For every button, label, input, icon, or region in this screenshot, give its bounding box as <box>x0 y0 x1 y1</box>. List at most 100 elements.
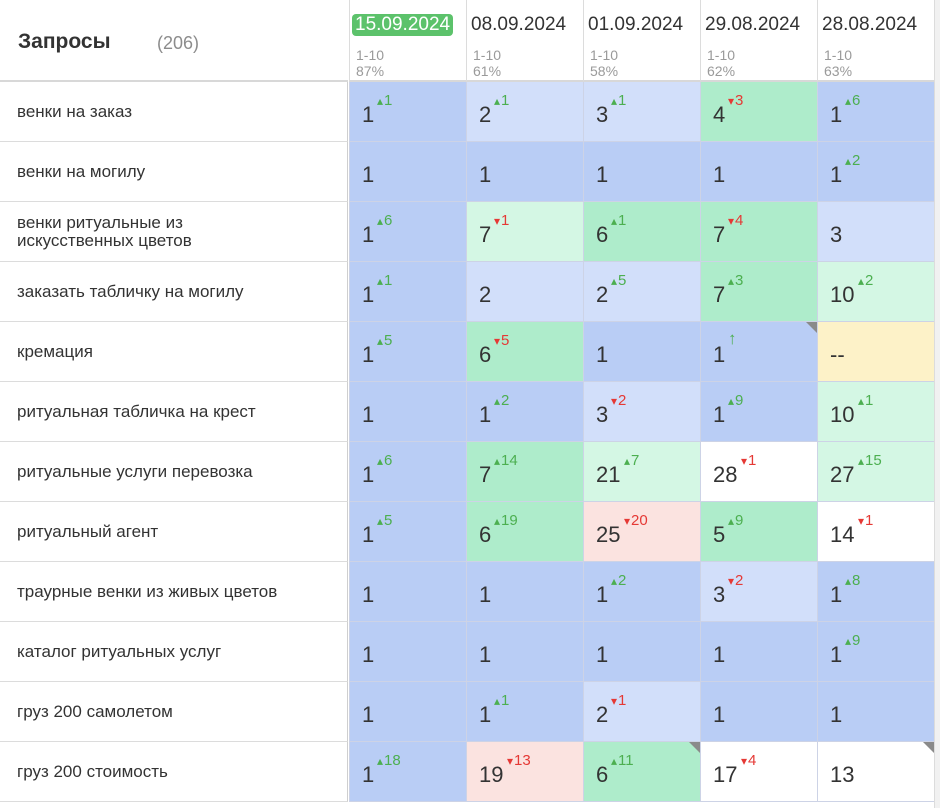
position-cell[interactable]: 17 ▾4 <box>700 742 817 802</box>
arrow-up-icon: ▴ <box>858 454 865 468</box>
position-cell[interactable]: 1 <box>349 382 466 442</box>
position-cell[interactable]: -- <box>817 322 934 382</box>
position-cell[interactable]: 6 ▾5 <box>466 322 583 382</box>
position-cell[interactable]: 1 ▴1 <box>349 82 466 142</box>
position-cell[interactable]: 19 ▾13 <box>466 742 583 802</box>
query-cell[interactable]: груз 200 самолетом <box>0 682 348 742</box>
position-value: -- <box>830 342 845 367</box>
position-cell[interactable]: 4 ▾3 <box>700 82 817 142</box>
position-cell[interactable]: 2 <box>466 262 583 322</box>
position-cell[interactable]: 1 ▴2 <box>583 562 700 622</box>
position-cell[interactable]: 6 ▴1 <box>583 202 700 262</box>
position-cell[interactable]: 14 ▾1 <box>817 502 934 562</box>
position-cell[interactable]: 3 ▴1 <box>583 82 700 142</box>
column-date[interactable]: 28.08.2024 <box>822 14 918 35</box>
position-cell[interactable]: 1 <box>466 622 583 682</box>
position-cell[interactable]: 1 ▴2 <box>817 142 934 202</box>
date-column-header[interactable]: 15.09.2024 1-10 87% <box>349 0 466 82</box>
position-cell[interactable]: 1 ▴6 <box>349 442 466 502</box>
position-value: 7 <box>713 222 726 247</box>
position-cell[interactable]: 7 ▾1 <box>466 202 583 262</box>
date-column-header[interactable]: 08.09.2024 1-10 61% <box>466 0 583 82</box>
date-column-header[interactable]: 01.09.2024 1-10 58% <box>583 0 700 82</box>
position-cell[interactable]: 3 ▾2 <box>583 382 700 442</box>
query-cell[interactable]: груз 200 стоимость <box>0 742 348 802</box>
date-column-header[interactable]: 28.08.2024 1-10 63% <box>817 0 934 82</box>
query-cell[interactable]: каталог ритуальных услуг <box>0 622 348 682</box>
position-cell[interactable]: 21 ▴7 <box>583 442 700 502</box>
position-cell[interactable]: 1 ↑ <box>700 322 817 382</box>
change-value: 5 <box>384 512 393 529</box>
position-cell[interactable]: 2 ▾1 <box>583 682 700 742</box>
position-value: 5 <box>713 522 726 547</box>
arrow-up-icon: ▴ <box>377 514 384 528</box>
note-marker-icon[interactable] <box>806 322 817 333</box>
position-value: 1 <box>713 342 726 367</box>
position-cell[interactable]: 1 <box>349 622 466 682</box>
position-cell[interactable]: 1 ▴5 <box>349 322 466 382</box>
arrow-up-icon: ▴ <box>845 574 852 588</box>
position-cell[interactable]: 1 <box>817 682 934 742</box>
note-marker-icon[interactable] <box>923 742 934 753</box>
position-cell[interactable]: 10 ▴1 <box>817 382 934 442</box>
column-date[interactable]: 08.09.2024 <box>471 14 567 35</box>
query-cell[interactable]: траурные венки из живых цветов <box>0 562 348 622</box>
position-cell[interactable]: 1 ▴1 <box>349 262 466 322</box>
date-column-header[interactable]: 29.08.2024 1-10 62% <box>700 0 817 82</box>
query-cell[interactable]: ритуальная табличка на крест <box>0 382 348 442</box>
query-cell[interactable]: ритуальные услуги перевозка <box>0 442 348 502</box>
position-cell[interactable]: 1 ▴18 <box>349 742 466 802</box>
column-top-percent: 58% <box>590 63 619 79</box>
position-cell[interactable]: 7 ▴3 <box>700 262 817 322</box>
position-cell[interactable]: 7 ▾4 <box>700 202 817 262</box>
column-date[interactable]: 29.08.2024 <box>705 14 801 35</box>
position-cell[interactable]: 1 <box>349 682 466 742</box>
query-cell[interactable]: венки ритуальные из искусственных цветов <box>0 202 348 262</box>
position-cell[interactable]: 5 ▴9 <box>700 502 817 562</box>
position-value: 1 <box>596 162 609 187</box>
position-cell[interactable]: 3 <box>817 202 934 262</box>
position-cell[interactable]: 1 ▴2 <box>466 382 583 442</box>
column-date[interactable]: 01.09.2024 <box>588 14 684 35</box>
position-cell[interactable]: 1 ▴8 <box>817 562 934 622</box>
query-cell[interactable]: заказать табличку на могилу <box>0 262 348 322</box>
position-cell[interactable]: 13 <box>817 742 934 802</box>
position-cell[interactable]: 6 ▴11 <box>583 742 700 802</box>
position-cell[interactable]: 1 <box>700 682 817 742</box>
query-cell[interactable]: ритуальный агент <box>0 502 348 562</box>
position-cell[interactable]: 2 ▴5 <box>583 262 700 322</box>
position-cell[interactable]: 1 <box>700 142 817 202</box>
position-cell[interactable]: 1 ▴5 <box>349 502 466 562</box>
position-cell[interactable]: 25 ▾20 <box>583 502 700 562</box>
position-cell[interactable]: 1 <box>466 142 583 202</box>
position-cell[interactable]: 27 ▴15 <box>817 442 934 502</box>
position-cell[interactable]: 7 ▴14 <box>466 442 583 502</box>
position-value: 10 <box>830 282 855 307</box>
position-cell[interactable]: 1 <box>583 322 700 382</box>
position-cell[interactable]: 10 ▴2 <box>817 262 934 322</box>
position-cell[interactable]: 6 ▴19 <box>466 502 583 562</box>
position-cell[interactable]: 1 ▴9 <box>700 382 817 442</box>
position-cell[interactable]: 1 <box>349 562 466 622</box>
position-value: 1 <box>596 582 609 607</box>
note-marker-icon[interactable] <box>689 742 700 753</box>
arrow-down-icon: ▾ <box>494 214 501 228</box>
position-cell[interactable]: 1 <box>583 142 700 202</box>
position-cell[interactable]: 28 ▾1 <box>700 442 817 502</box>
change-value: 1 <box>865 512 874 529</box>
position-cell[interactable]: 1 <box>700 622 817 682</box>
position-cell[interactable]: 1 ▴6 <box>817 82 934 142</box>
position-cell[interactable]: 1 <box>583 622 700 682</box>
position-cell[interactable]: 1 <box>349 142 466 202</box>
query-cell[interactable]: венки на могилу <box>0 142 348 202</box>
arrow-down-icon: ▾ <box>741 754 748 768</box>
position-cell[interactable]: 1 ▴6 <box>349 202 466 262</box>
position-cell[interactable]: 2 ▴1 <box>466 82 583 142</box>
query-cell[interactable]: кремация <box>0 322 348 382</box>
position-cell[interactable]: 1 ▴1 <box>466 682 583 742</box>
position-cell[interactable]: 1 <box>466 562 583 622</box>
position-cell[interactable]: 1 ▴9 <box>817 622 934 682</box>
position-cell[interactable]: 3 ▾2 <box>700 562 817 622</box>
column-date[interactable]: 15.09.2024 <box>352 14 454 36</box>
query-cell[interactable]: венки на заказ <box>0 82 348 142</box>
